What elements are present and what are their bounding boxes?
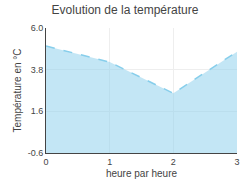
svg-text:-0.6: -0.6: [28, 148, 44, 158]
svg-text:1.6: 1.6: [31, 106, 44, 116]
svg-text:2: 2: [171, 157, 176, 167]
svg-text:heure par heure: heure par heure: [106, 168, 178, 179]
svg-text:6.0: 6.0: [31, 23, 44, 33]
svg-text:3: 3: [234, 157, 239, 167]
svg-text:Evolution de la température: Evolution de la température: [52, 3, 199, 17]
svg-text:3.8: 3.8: [31, 65, 44, 75]
svg-text:0: 0: [43, 157, 48, 167]
svg-text:Température en °C: Température en °C: [12, 48, 23, 132]
svg-text:1: 1: [107, 157, 112, 167]
